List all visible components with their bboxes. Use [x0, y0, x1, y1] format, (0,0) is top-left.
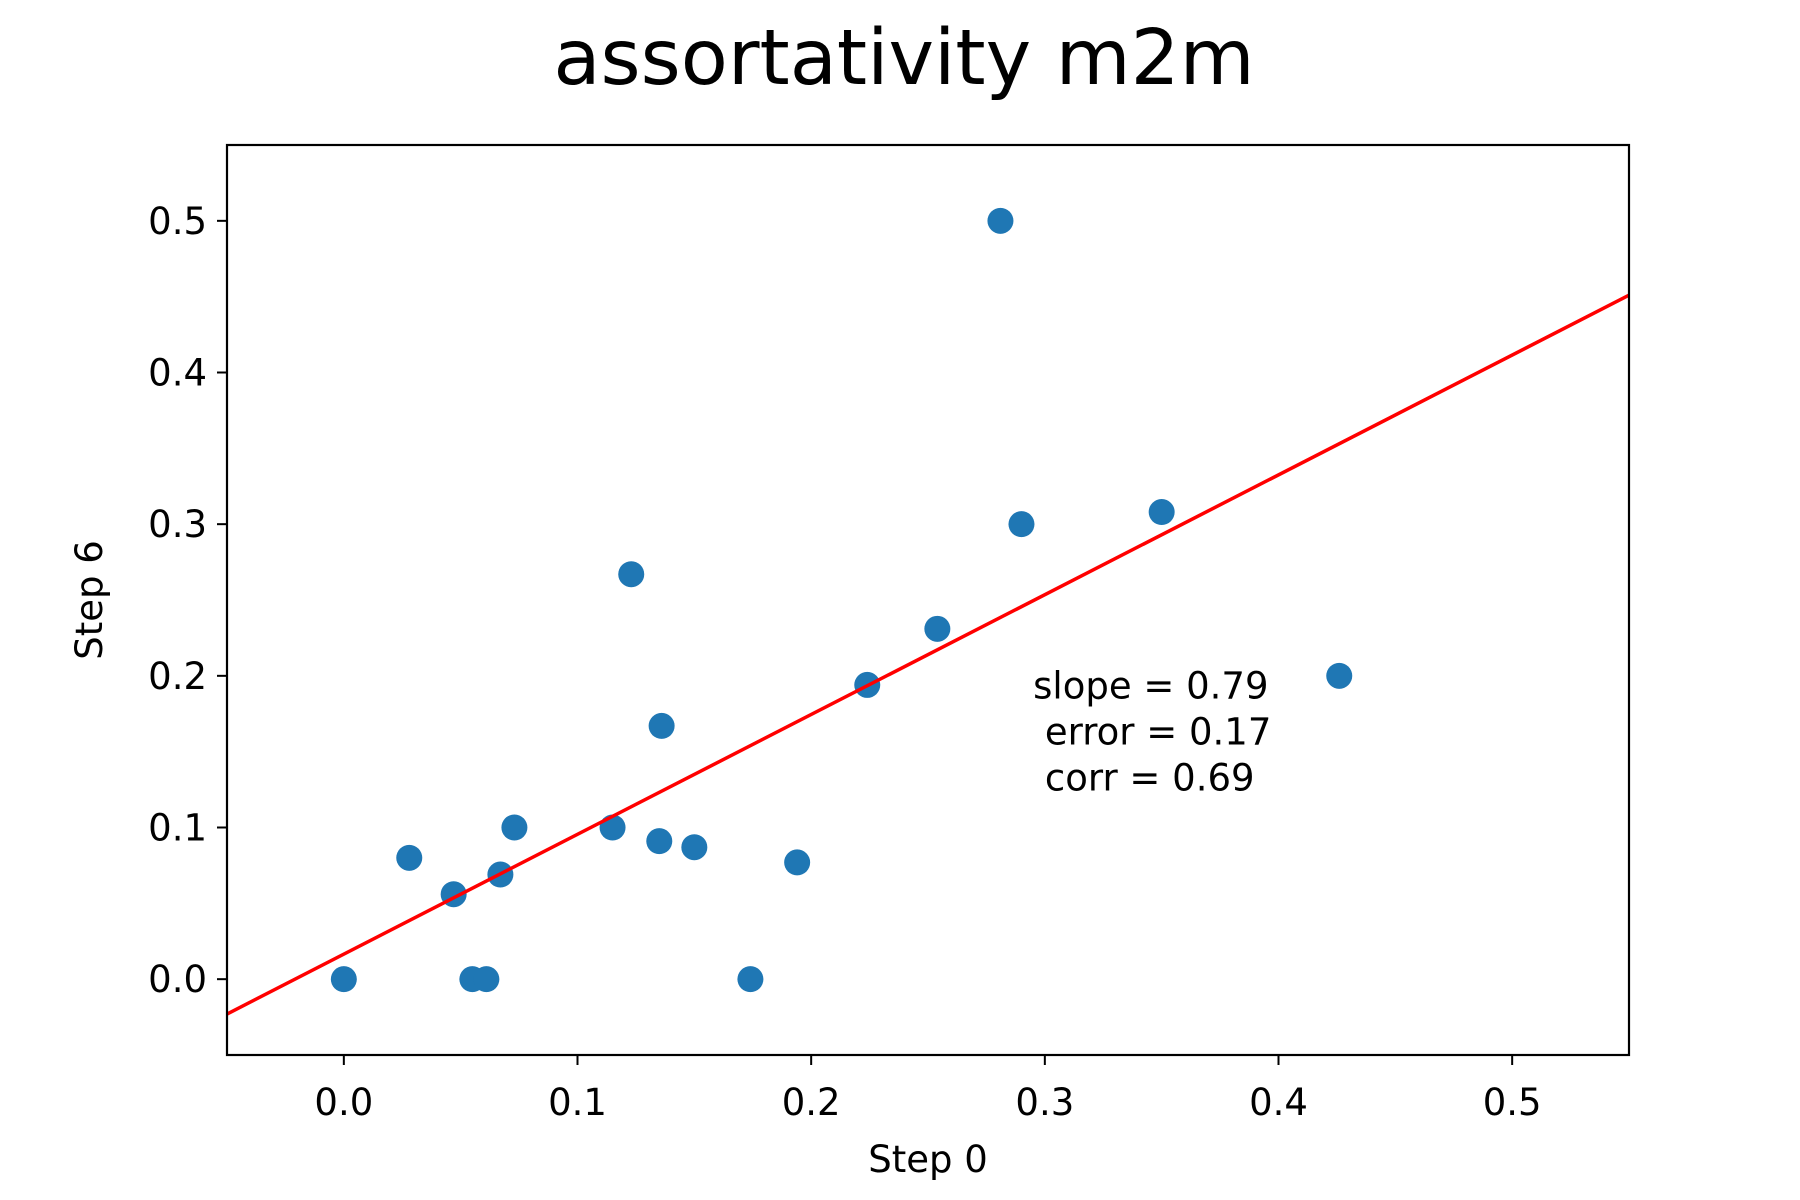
data-point	[1326, 662, 1353, 689]
y-axis-label: Step 6	[68, 540, 111, 660]
data-point	[1148, 499, 1175, 526]
x-tick-label: 0.0	[314, 1081, 373, 1124]
x-tick-label: 0.2	[782, 1081, 841, 1124]
x-tick-label: 0.1	[548, 1081, 607, 1124]
x-axis-label: Step 0	[868, 1138, 988, 1181]
data-point	[681, 834, 708, 861]
chart-title: assortativity m2m	[553, 14, 1254, 103]
annotation-line: error = 0.17	[1033, 711, 1271, 754]
x-axis-ticks: 0.0 0.1 0.2 0.3 0.4 0.5	[314, 1055, 1542, 1124]
data-point	[924, 615, 951, 642]
data-point	[396, 844, 423, 871]
data-point	[737, 966, 764, 993]
data-point	[473, 966, 500, 993]
annotation-line: slope = 0.79	[1033, 665, 1268, 708]
annotation-line: corr = 0.69	[1033, 757, 1254, 800]
regression-line	[227, 293, 1629, 1016]
y-tick-label: 0.1	[148, 807, 207, 850]
x-tick-label: 0.4	[1249, 1081, 1308, 1124]
plot-area	[227, 207, 1629, 1016]
data-point	[1008, 511, 1035, 538]
data-point	[646, 828, 673, 855]
axes-frame	[225, 143, 1631, 1057]
x-tick-label: 0.5	[1483, 1081, 1542, 1124]
fit-statistics-annotation: slope = 0.79 error = 0.17 corr = 0.69	[1033, 665, 1271, 800]
y-axis-ticks: 0.0 0.1 0.2 0.3 0.4 0.5	[148, 200, 227, 1001]
data-point	[330, 966, 357, 993]
data-point	[784, 849, 811, 876]
data-point	[599, 814, 626, 841]
y-tick-label: 0.4	[148, 352, 207, 395]
data-point	[618, 561, 645, 588]
data-point	[501, 814, 528, 841]
y-tick-label: 0.3	[148, 503, 207, 546]
y-tick-label: 0.2	[148, 655, 207, 698]
data-point	[648, 712, 675, 739]
data-layer	[227, 207, 1629, 1016]
y-tick-label: 0.5	[148, 200, 207, 243]
y-tick-label: 0.0	[148, 958, 207, 1001]
x-tick-label: 0.3	[1015, 1081, 1074, 1124]
data-point	[987, 207, 1014, 234]
